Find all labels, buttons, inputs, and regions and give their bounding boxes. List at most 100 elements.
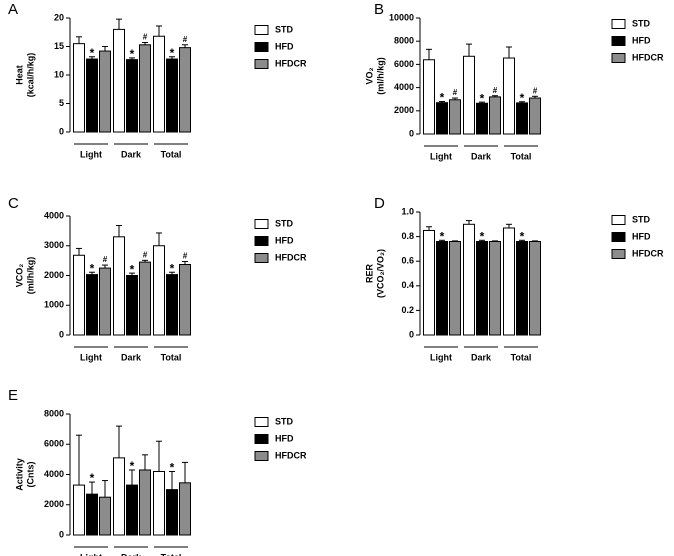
bar	[436, 241, 448, 336]
y-axis-label: Heat	[14, 65, 24, 85]
bar	[86, 274, 98, 336]
x-tick-label: Total	[161, 552, 182, 556]
legend-label: STD	[275, 416, 294, 426]
y-axis-label: (ml/h/kg)	[25, 257, 35, 295]
bar	[126, 484, 138, 536]
significance-marker: *	[480, 229, 485, 243]
significance-marker: *	[90, 471, 95, 485]
x-tick-label: Dark	[121, 149, 142, 159]
significance-marker: #	[183, 252, 188, 261]
y-tick-label: 1.0	[401, 206, 414, 216]
y-tick-label: 20	[54, 12, 64, 22]
significance-marker: #	[533, 86, 538, 95]
legend-swatch	[254, 417, 269, 427]
legend-swatch	[254, 219, 269, 229]
bar	[503, 57, 515, 135]
x-tick-label: Light	[80, 149, 102, 159]
bar	[139, 469, 151, 536]
x-tick-label: Light	[80, 352, 102, 362]
bar	[153, 245, 165, 336]
y-axis-label: (kcal/h/kg)	[25, 53, 35, 98]
legend-swatch	[254, 25, 269, 35]
bar	[73, 43, 85, 133]
bar	[476, 102, 488, 135]
y-tick-label: 10	[54, 69, 64, 79]
significance-marker: *	[520, 91, 525, 105]
legend-swatch	[254, 42, 269, 52]
legend-label: HFDCR	[632, 248, 664, 258]
legend-swatch	[254, 451, 269, 461]
y-tick-label: 4000	[44, 469, 64, 479]
significance-marker: #	[453, 88, 458, 97]
bar	[166, 274, 178, 336]
y-tick-label: 6000	[394, 59, 414, 69]
bar	[489, 241, 501, 336]
y-tick-label: 0.6	[401, 256, 414, 266]
bar	[113, 457, 125, 536]
legend-swatch	[254, 434, 269, 444]
significance-marker: #	[183, 35, 188, 44]
significance-marker: *	[130, 459, 135, 473]
significance-marker: #	[103, 255, 108, 264]
significance-marker: *	[440, 229, 445, 243]
legend-swatch	[254, 253, 269, 263]
significance-marker: *	[130, 262, 135, 276]
bar	[126, 59, 138, 133]
bar	[86, 58, 98, 133]
bar	[423, 59, 435, 135]
bar	[153, 35, 165, 133]
bar	[126, 275, 138, 336]
legend-swatch	[254, 59, 269, 69]
bar	[139, 261, 151, 336]
bar	[449, 99, 461, 135]
significance-marker: #	[493, 86, 498, 95]
significance-marker: *	[170, 461, 175, 475]
bar	[73, 484, 85, 536]
y-tick-label: 0	[59, 329, 64, 339]
y-tick-label: 6000	[44, 439, 64, 449]
significance-marker: *	[520, 229, 525, 243]
bar	[463, 55, 475, 135]
y-tick-label: 10000	[389, 12, 414, 22]
y-tick-label: 2000	[44, 270, 64, 280]
bar	[436, 102, 448, 135]
y-axis-label: (ml/h/kg)	[375, 57, 385, 95]
legend-label: HFD	[632, 231, 651, 241]
bar	[463, 223, 475, 336]
panel-letter: C	[8, 195, 19, 212]
x-tick-label: Dark	[471, 352, 492, 362]
x-tick-label: Light	[80, 552, 102, 556]
legend-label: STD	[275, 24, 294, 34]
bar	[139, 44, 151, 133]
y-axis-label: VCO₂	[14, 264, 24, 288]
panel-letter: A	[8, 1, 18, 18]
legend-label: STD	[632, 18, 651, 28]
bar	[166, 58, 178, 133]
legend-label: STD	[275, 218, 294, 228]
y-tick-label: 0.4	[401, 280, 414, 290]
bar	[86, 493, 98, 536]
bar	[99, 50, 111, 133]
y-axis-label: RER	[364, 264, 374, 284]
legend-label: HFDCR	[275, 58, 307, 68]
bar	[179, 263, 191, 336]
bar	[516, 102, 528, 135]
legend-swatch	[611, 19, 626, 29]
bar	[179, 47, 191, 133]
significance-marker: #	[143, 250, 148, 259]
legend-label: STD	[632, 214, 651, 224]
significance-marker: *	[440, 91, 445, 105]
legend-label: HFD	[632, 35, 651, 45]
significance-marker: *	[170, 46, 175, 60]
panel-letter: B	[374, 1, 384, 18]
y-axis-label: Activity	[14, 458, 24, 491]
y-tick-label: 15	[54, 41, 64, 51]
x-tick-label: Total	[161, 149, 182, 159]
y-tick-label: 5	[59, 98, 64, 108]
legend-swatch	[611, 215, 626, 225]
bar	[166, 489, 178, 536]
y-tick-label: 8000	[44, 408, 64, 418]
legend-label: HFDCR	[275, 450, 307, 460]
y-tick-label: 1000	[44, 300, 64, 310]
